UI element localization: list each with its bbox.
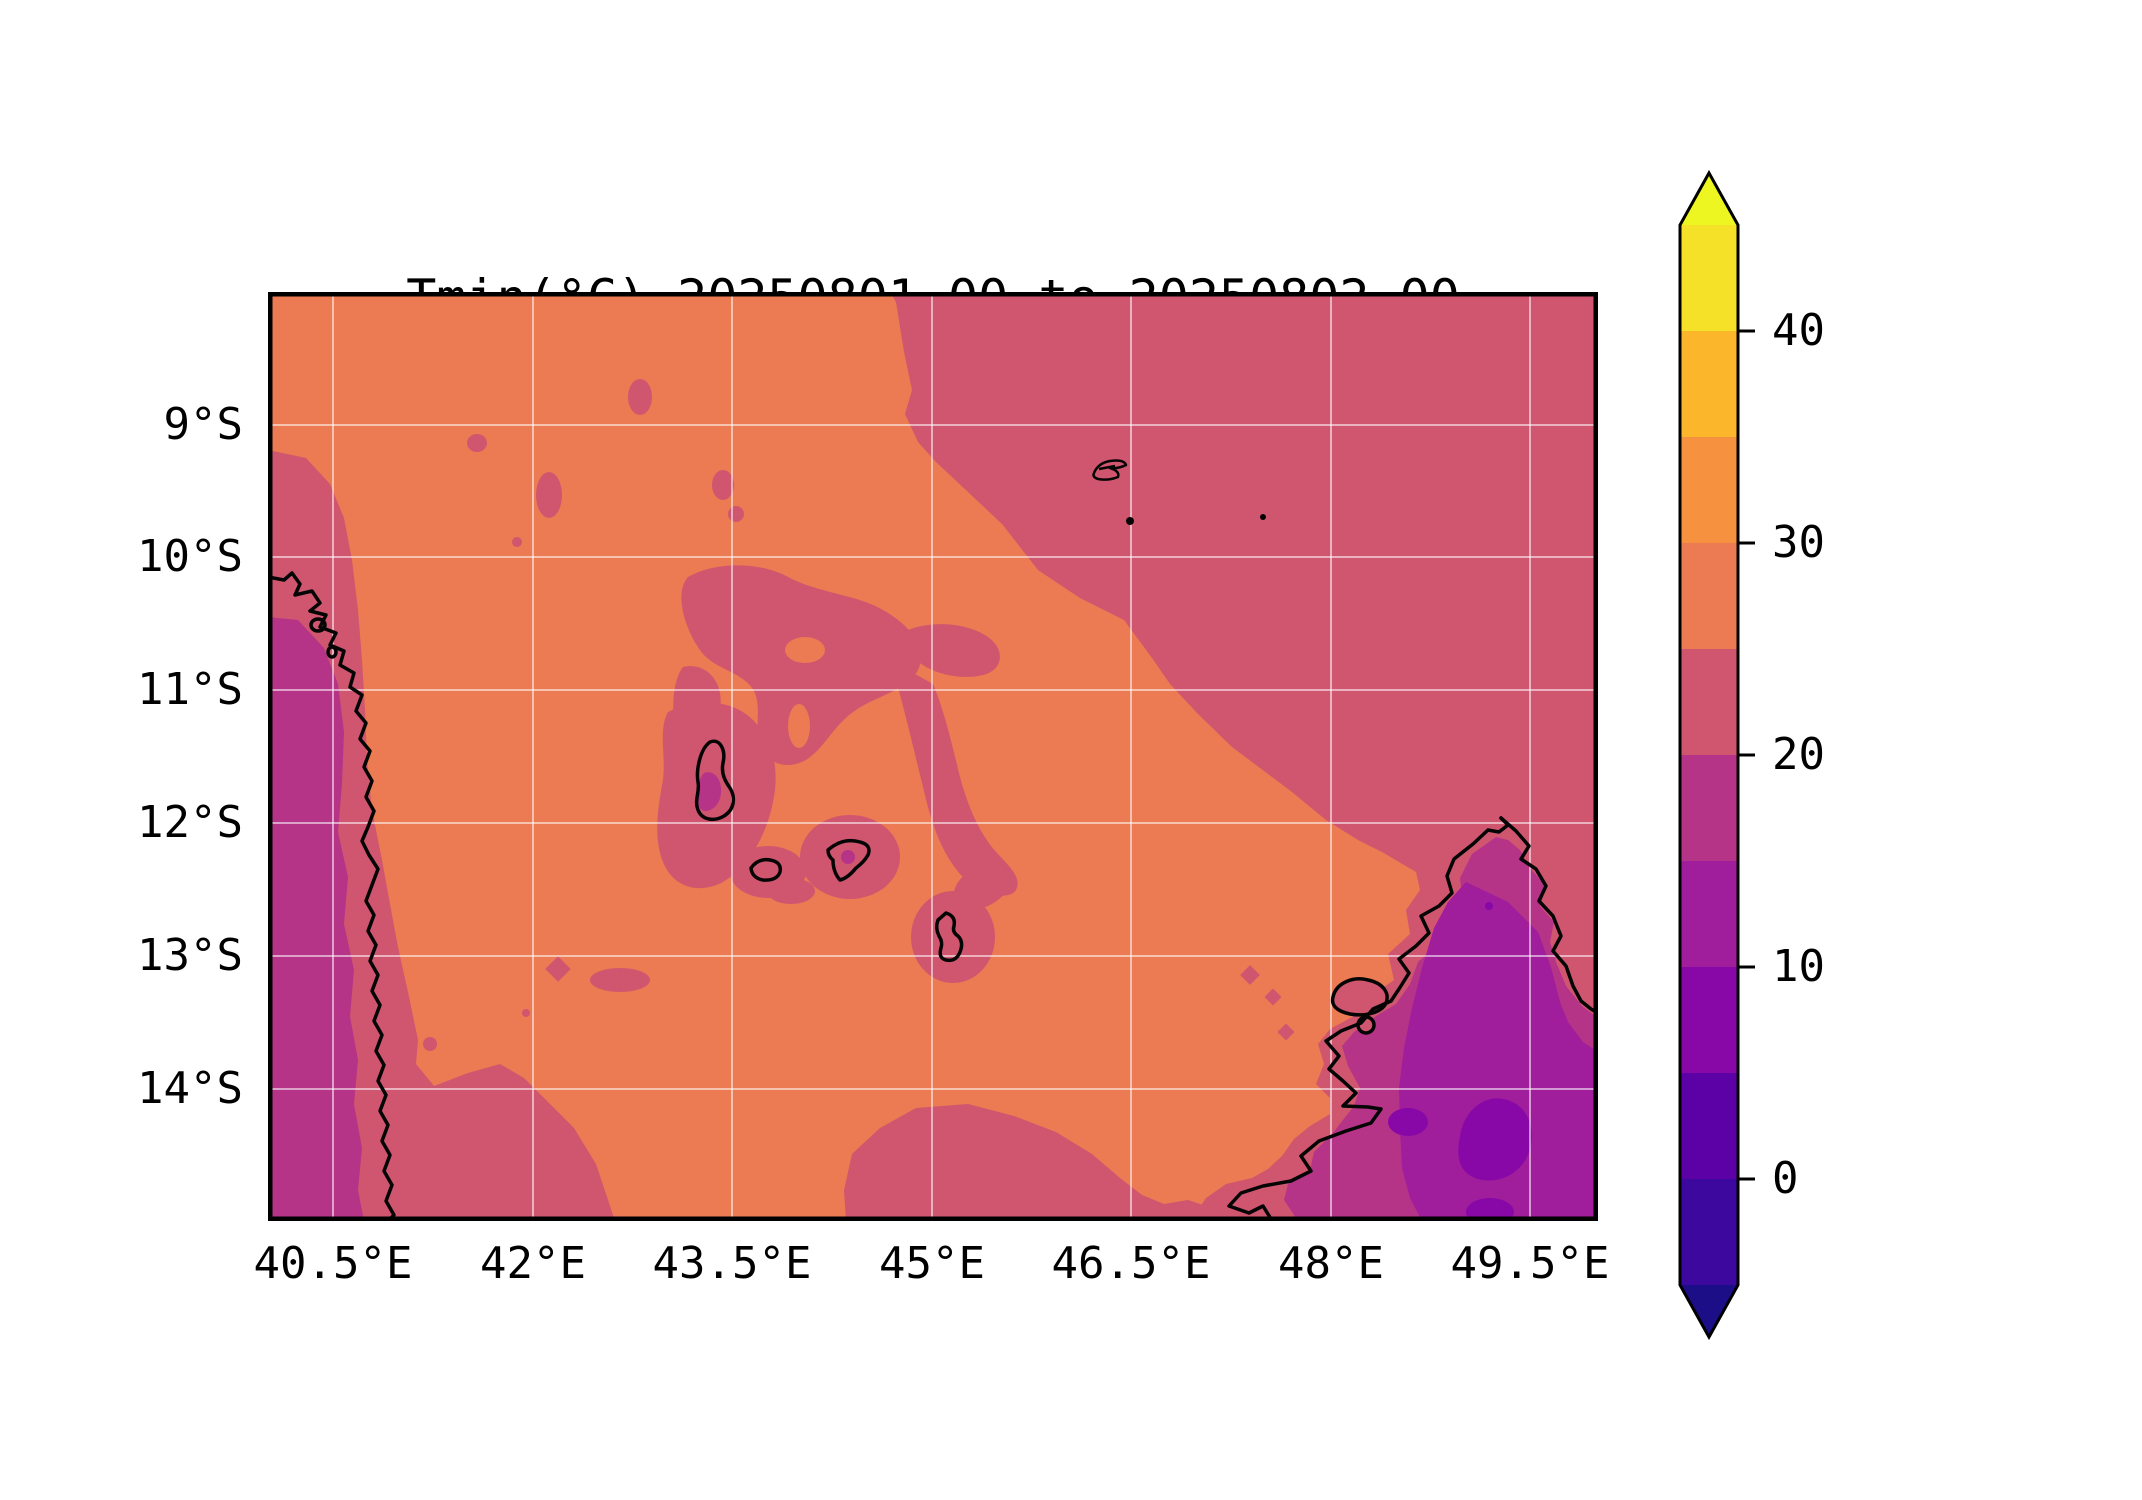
contour-blob-20-25 bbox=[728, 506, 744, 522]
contour-blob-20-25 bbox=[433, 1160, 445, 1172]
colorbar-ticks bbox=[1738, 329, 1755, 1181]
contour-blob-20-25 bbox=[767, 878, 815, 904]
contour-region-5-10-south-lobe bbox=[1466, 1198, 1514, 1221]
x-tick-label-40-5e: 40.5°E bbox=[253, 1238, 413, 1289]
contour-blob-20-25 bbox=[545, 956, 571, 982]
map-axes bbox=[268, 292, 1598, 1221]
colorbar-extend-below-m5 bbox=[1680, 1285, 1738, 1337]
colorbar-extend-above-45 bbox=[1680, 173, 1738, 225]
x-tick-label-49-5e: 49.5°E bbox=[1450, 1238, 1610, 1289]
contour-region-20-25-ext-east bbox=[903, 624, 1000, 677]
contour-blob-20-25 bbox=[712, 470, 734, 500]
contour-region-20-25-comoros-complex bbox=[681, 565, 922, 766]
contour-blob-20-25 bbox=[1264, 988, 1282, 1006]
x-tick-label-45e: 45°E bbox=[879, 1238, 985, 1289]
contour-region-20-25-tail-southeast bbox=[890, 660, 1018, 896]
coastline-madagascar-west bbox=[1227, 816, 1510, 1221]
coastline-moheli bbox=[749, 857, 783, 882]
colorbar-label-20: 20 bbox=[1772, 729, 1825, 780]
contour-blob-20-25 bbox=[536, 472, 562, 518]
x-tick-label-46-5e: 46.5°E bbox=[1051, 1238, 1211, 1289]
contour-map-svg bbox=[268, 292, 1598, 1221]
coastline-anjouan bbox=[826, 838, 871, 882]
contour-blob-20-25 bbox=[953, 862, 1013, 910]
colorbar-seg-0-5 bbox=[1680, 1073, 1738, 1179]
contour-region-20-25-african-coast bbox=[268, 450, 615, 1221]
contour-blob-20-25 bbox=[628, 379, 652, 415]
x-tick-label-48e: 48°E bbox=[1278, 1238, 1384, 1289]
colorbar-label-10: 10 bbox=[1772, 941, 1825, 992]
colorbar-label-30: 30 bbox=[1772, 517, 1825, 568]
island-fill-nosy-be bbox=[1332, 978, 1388, 1015]
coastline-islet-africa bbox=[309, 617, 327, 633]
islet-assumption bbox=[1126, 517, 1134, 525]
contour-blob-20-25 bbox=[522, 1009, 530, 1017]
contour-blob-20-25 bbox=[423, 1037, 437, 1051]
y-tick-label-14s: 14°S bbox=[137, 1063, 243, 1114]
y-tick-label-11s: 11°S bbox=[137, 664, 243, 715]
y-tick-label-9s: 9°S bbox=[163, 399, 243, 450]
contour-region-5-10-arm bbox=[1388, 1108, 1428, 1136]
colorbar-outline bbox=[1678, 169, 1740, 1341]
coastline-aldabra-lagoon bbox=[1098, 464, 1116, 471]
coastline-africa bbox=[268, 571, 396, 1221]
contour-blob-20-25 bbox=[467, 434, 487, 452]
y-tick-label-10s: 10°S bbox=[137, 531, 243, 582]
colorbar-seg-30-35 bbox=[1680, 437, 1738, 543]
colorbar-svg bbox=[1678, 169, 1755, 1341]
coastline-islet-africa bbox=[326, 645, 338, 659]
coastline-madagascar-east bbox=[1499, 816, 1598, 1015]
contour-hole-25-30 bbox=[788, 704, 810, 748]
island-fill-mayotte bbox=[936, 913, 962, 961]
coastline-nosy-be bbox=[1330, 977, 1389, 1017]
coastline-grande-comore bbox=[694, 739, 736, 822]
colorbar bbox=[1670, 165, 1930, 1395]
contour-blob-20-25 bbox=[1240, 965, 1260, 985]
colorbar-seg-5-10 bbox=[1680, 967, 1738, 1073]
coastline-mayotte bbox=[934, 911, 964, 963]
map-frame bbox=[268, 292, 1598, 1221]
island-interior-grande-comore-15-20 bbox=[697, 772, 722, 811]
islet-cosmoledo bbox=[1260, 514, 1266, 520]
colorbar-label-40: 40 bbox=[1772, 305, 1825, 356]
contour-dot-5-10 bbox=[1485, 902, 1493, 910]
contour-region-5-10-tsaratanana bbox=[1458, 1098, 1532, 1181]
colorbar-seg-15-20 bbox=[1680, 755, 1738, 861]
colorbar-seg-m5-0 bbox=[1680, 1179, 1738, 1285]
colorbar-seg-35-40 bbox=[1680, 331, 1738, 437]
x-tick-label-42e: 42°E bbox=[480, 1238, 586, 1289]
contour-blob-20-25 bbox=[512, 537, 522, 547]
colorbar-seg-20-25 bbox=[1680, 649, 1738, 755]
x-tick-label-43-5e: 43.5°E bbox=[652, 1238, 812, 1289]
contour-hole-25-30 bbox=[785, 637, 825, 663]
contour-region-20-25-south-tongue bbox=[844, 1104, 1230, 1221]
graticule-gridlines bbox=[268, 292, 1598, 1221]
colorbar-seg-25-30 bbox=[1680, 543, 1738, 649]
contour-region-15-20-african-land bbox=[268, 617, 364, 1221]
colorbar-seg-10-15 bbox=[1680, 861, 1738, 967]
y-tick-label-13s: 13°S bbox=[137, 930, 243, 981]
colorbar-seg-40-45 bbox=[1680, 225, 1738, 331]
colorbar-label-0: 0 bbox=[1772, 1153, 1799, 1204]
coastline-nosy-komba bbox=[1356, 1015, 1376, 1035]
contour-blob-20-25 bbox=[590, 968, 650, 992]
contour-region-10-15-madagascar-highlands bbox=[1399, 882, 1598, 1221]
island-interior-anjouan-15-20 bbox=[841, 850, 855, 864]
island-fill-moheli bbox=[751, 859, 781, 881]
y-tick-label-12s: 12°S bbox=[137, 797, 243, 848]
